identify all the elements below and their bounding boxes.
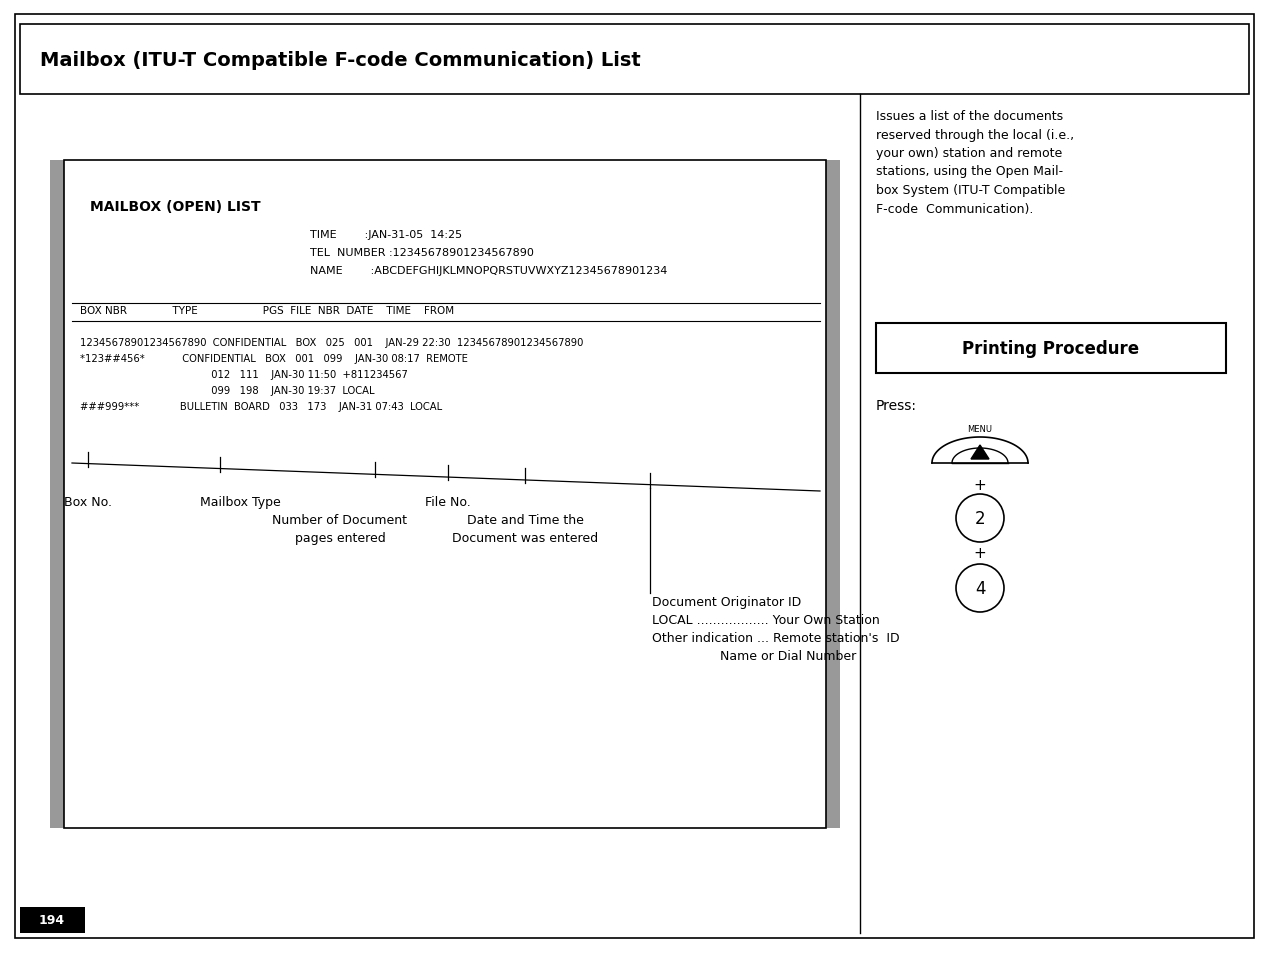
Text: 194: 194 [39, 914, 65, 926]
Text: Number of Document
pages entered: Number of Document pages entered [273, 514, 407, 544]
Text: Document Originator ID: Document Originator ID [652, 596, 801, 608]
Text: File No.: File No. [425, 496, 471, 509]
Text: Name or Dial Number: Name or Dial Number [720, 649, 857, 662]
Text: TIME        :JAN-31-05  14:25: TIME :JAN-31-05 14:25 [310, 230, 462, 240]
Text: Mailbox Type: Mailbox Type [199, 496, 280, 509]
Text: Press:: Press: [876, 398, 917, 413]
Text: LOCAL .................. Your Own Station: LOCAL .................. Your Own Statio… [652, 614, 879, 626]
Text: NAME        :ABCDEFGHIJKLMNOPQRSTUVWXYZ12345678901234: NAME :ABCDEFGHIJKLMNOPQRSTUVWXYZ12345678… [310, 266, 667, 275]
Bar [49, 161, 63, 828]
Text: 099   198    JAN-30 19:37  LOCAL: 099 198 JAN-30 19:37 LOCAL [80, 386, 374, 395]
Text: Date and Time the
Document was entered: Date and Time the Document was entered [452, 514, 598, 544]
Text: Other indication ... Remote station's  ID: Other indication ... Remote station's ID [652, 631, 900, 644]
Polygon shape [971, 446, 989, 459]
Text: 2: 2 [975, 510, 985, 527]
Text: *123##456*            CONFIDENTIAL   BOX   001   099    JAN-30 08:17  REMOTE: *123##456* CONFIDENTIAL BOX 001 099 JAN-… [80, 354, 468, 364]
Text: +: + [973, 478, 986, 493]
Bar [49, 161, 840, 174]
Text: 012   111    JAN-30 11:50  +811234567: 012 111 JAN-30 11:50 +811234567 [80, 370, 407, 379]
Text: Box No.: Box No. [63, 496, 112, 509]
Text: TEL  NUMBER :12345678901234567890: TEL NUMBER :12345678901234567890 [310, 248, 534, 257]
Bar [63, 161, 826, 828]
Text: MAILBOX (OPEN) LIST: MAILBOX (OPEN) LIST [90, 200, 260, 213]
Bar [20, 907, 85, 933]
Text: Printing Procedure: Printing Procedure [962, 339, 1140, 357]
Bar [876, 324, 1226, 374]
Bar [826, 161, 840, 828]
Text: 12345678901234567890  CONFIDENTIAL   BOX   025   001    JAN-29 22:30  1234567890: 12345678901234567890 CONFIDENTIAL BOX 02… [80, 337, 584, 348]
Text: +: + [973, 546, 986, 561]
Text: Issues a list of the documents
reserved through the local (i.e.,
your own) stati: Issues a list of the documents reserved … [876, 110, 1074, 215]
Bar [20, 25, 1249, 95]
Text: Mailbox (ITU-T Compatible F-code Communication) List: Mailbox (ITU-T Compatible F-code Communi… [41, 51, 641, 70]
Text: 4: 4 [975, 579, 985, 598]
Text: ###999***             BULLETIN  BOARD   033   173    JAN-31 07:43  LOCAL: ###999*** BULLETIN BOARD 033 173 JAN-31 … [80, 401, 442, 412]
Text: BOX NBR              TYPE                    PGS  FILE  NBR  DATE    TIME    FRO: BOX NBR TYPE PGS FILE NBR DATE TIME FRO [80, 306, 454, 315]
Text: MENU: MENU [967, 424, 992, 434]
